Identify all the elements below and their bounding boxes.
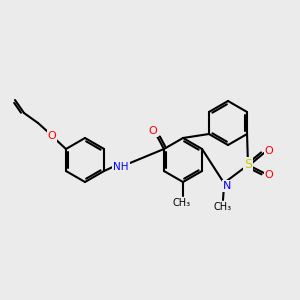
Text: O: O (265, 146, 273, 156)
Text: S: S (244, 158, 252, 172)
Text: O: O (48, 131, 56, 141)
Text: N: N (223, 181, 231, 191)
Text: CH₃: CH₃ (214, 202, 232, 212)
Text: NH: NH (113, 162, 129, 172)
Text: O: O (148, 126, 158, 136)
Text: CH₃: CH₃ (173, 198, 191, 208)
Text: O: O (265, 170, 273, 180)
